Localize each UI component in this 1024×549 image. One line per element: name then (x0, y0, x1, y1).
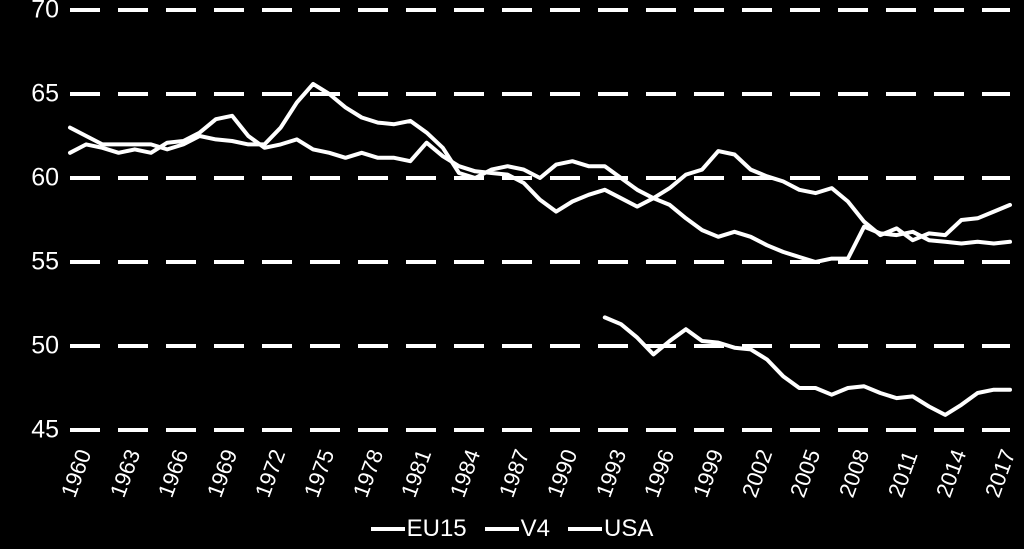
legend-swatch (485, 527, 519, 531)
line-chart: 70 65 60 55 50 45 1960196319661969197219… (0, 0, 1024, 549)
legend-label: V4 (521, 515, 550, 543)
legend-label: EU15 (407, 515, 467, 543)
legend-label: USA (604, 515, 653, 543)
series-line-v4 (605, 317, 1010, 415)
legend: EU15 V4 USA (0, 515, 1024, 543)
legend-item-v4: V4 (485, 515, 550, 543)
legend-swatch (568, 527, 602, 531)
series-line-eu15 (70, 84, 1010, 262)
legend-item-eu15: EU15 (371, 515, 467, 543)
legend-swatch (371, 527, 405, 531)
legend-item-usa: USA (568, 515, 653, 543)
